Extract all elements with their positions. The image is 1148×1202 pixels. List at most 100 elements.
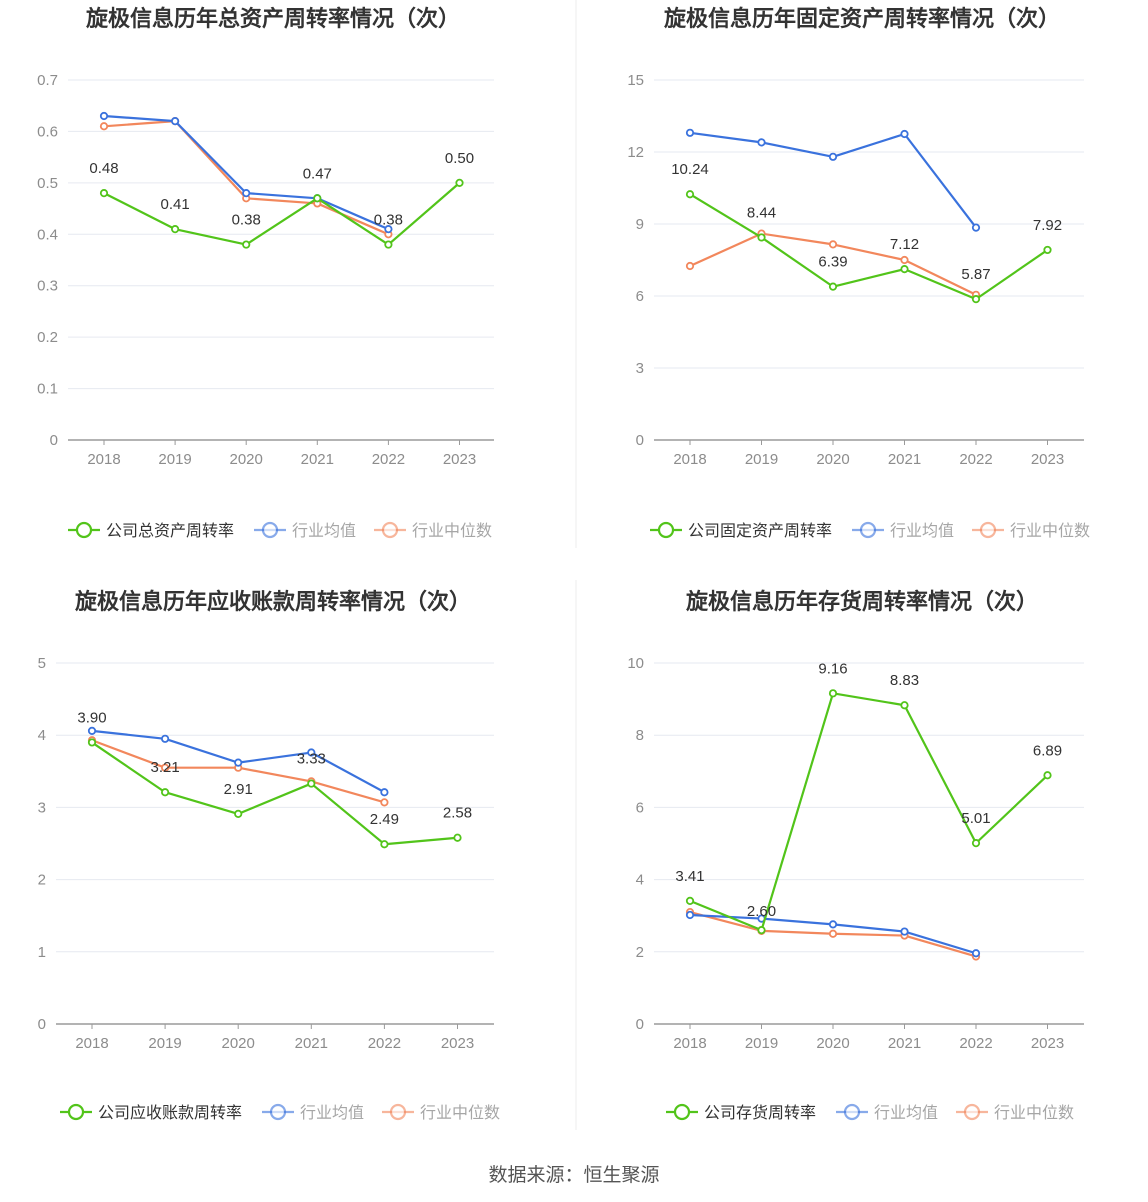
- data-point-company: [171, 225, 180, 234]
- data-point-company: [455, 178, 464, 187]
- data-label: 2.91: [224, 781, 253, 798]
- data-point-company: [87, 738, 97, 747]
- data-label: 2.49: [370, 811, 399, 828]
- chart-title: 旋极信息历年存货周转率情况（次）: [686, 589, 1038, 614]
- data-label: 8.44: [747, 204, 776, 221]
- data-point-industry_avg: [685, 910, 695, 920]
- x-tick-label: 2020: [816, 451, 849, 468]
- legend-marker: [75, 521, 93, 539]
- data-point-company: [971, 295, 981, 304]
- x-tick-label: 2021: [301, 451, 334, 468]
- legend-item-industry_median: 行业中位数: [382, 1103, 500, 1122]
- legend-label: 行业均值: [300, 1104, 364, 1122]
- data-point-industry_avg: [685, 128, 695, 137]
- data-label: 9.16: [818, 660, 847, 677]
- data-point-industry_median: [380, 798, 389, 807]
- data-label: 3.90: [77, 709, 106, 726]
- legend-item-industry_avg: 行业均值: [852, 521, 954, 540]
- data-point-industry_median: [828, 929, 838, 938]
- legend-label: 行业中位数: [420, 1104, 500, 1122]
- y-tick-label: 3: [38, 799, 46, 816]
- y-tick-label: 0.1: [37, 381, 58, 398]
- legend-marker: [963, 1103, 981, 1121]
- y-tick-label: 0.5: [37, 175, 58, 192]
- x-tick-label: 2020: [222, 1035, 255, 1052]
- data-point-company: [313, 194, 322, 203]
- x-tick-label: 2023: [1031, 451, 1064, 468]
- data-label: 5.01: [961, 810, 990, 827]
- data-point-industry_avg: [757, 138, 766, 147]
- data-point-industry_avg: [828, 152, 838, 161]
- data-point-company: [900, 701, 909, 710]
- y-tick-label: 1: [38, 944, 46, 961]
- legend-item-industry_avg: 行业均值: [262, 1103, 364, 1122]
- data-label: 0.50: [445, 150, 474, 167]
- x-tick-label: 2019: [745, 451, 778, 468]
- x-tick-label: 2018: [87, 451, 120, 468]
- y-tick-label: 12: [627, 144, 644, 161]
- legend-item-industry_median: 行业中位数: [956, 1103, 1074, 1122]
- x-tick-label: 2019: [158, 451, 191, 468]
- data-point-industry_avg: [971, 949, 981, 958]
- y-tick-label: 2: [636, 944, 644, 961]
- data-label: 2.58: [443, 805, 472, 822]
- chart-panel-1: 旋极信息历年总资产周转率情况（次） 0 0.1 0.2 0.3 0.4 0.5 0.6 0.7 2…: [37, 6, 494, 540]
- x-tick-label: 2019: [148, 1035, 181, 1052]
- y-tick-label: 0: [636, 1016, 644, 1033]
- x-tick-label: 2018: [673, 1035, 706, 1052]
- x-tick-label: 2018: [75, 1035, 108, 1052]
- y-tick-label: 9: [636, 216, 644, 233]
- data-point-industry_avg: [234, 758, 243, 767]
- data-point-company: [685, 896, 695, 905]
- data-label: 3.41: [675, 868, 704, 885]
- chart-panel-3: 旋极信息历年应收账款周转率情况（次） 0 1 2 3 4 5 2018 2019 2020 2021…: [38, 589, 500, 1122]
- data-point-industry_avg: [971, 223, 981, 232]
- legend-marker: [979, 521, 997, 539]
- legend-item-industry_median: 行业中位数: [972, 521, 1090, 540]
- data-point-industry_median: [828, 240, 838, 249]
- data-point-company: [971, 839, 981, 848]
- y-tick-label: 5: [38, 655, 46, 672]
- data-label: 2.60: [747, 903, 776, 920]
- legend-label: 行业中位数: [1010, 522, 1090, 540]
- data-label: 0.38: [232, 212, 261, 229]
- data-label: 10.24: [671, 161, 709, 178]
- chart-title: 旋极信息历年总资产周转率情况（次）: [86, 6, 460, 31]
- data-point-company: [900, 265, 909, 274]
- data-point-company: [828, 282, 838, 291]
- legend-marker: [843, 1103, 861, 1121]
- y-tick-label: 6: [636, 288, 644, 305]
- data-point-company: [828, 689, 838, 698]
- data-point-industry_avg: [87, 726, 97, 735]
- data-point-company: [161, 788, 170, 797]
- legend-item-industry_median: 行业中位数: [374, 521, 492, 540]
- x-tick-label: 2021: [888, 451, 921, 468]
- data-point-company: [384, 240, 393, 249]
- data-label: 8.83: [890, 672, 919, 689]
- data-point-company: [757, 233, 766, 242]
- data-point-company: [453, 833, 462, 842]
- data-point-company: [99, 189, 109, 198]
- y-tick-label: 4: [38, 727, 46, 744]
- data-point-industry_avg: [380, 788, 389, 797]
- data-point-company: [757, 926, 766, 935]
- series-line-company: [689, 193, 1049, 301]
- legend-label: 公司总资产周转率: [106, 522, 234, 540]
- legend-label: 公司固定资产周转率: [688, 522, 832, 540]
- y-tick-label: 0.2: [37, 329, 58, 346]
- legend-item-industry_avg: 行业均值: [254, 521, 356, 540]
- y-tick-label: 0.4: [37, 226, 58, 243]
- data-label: 0.47: [303, 165, 332, 182]
- data-label: 6.89: [1033, 742, 1062, 759]
- data-label: 5.87: [961, 266, 990, 283]
- data-point-industry_avg: [384, 225, 393, 234]
- x-tick-label: 2020: [816, 1035, 849, 1052]
- data-label: 0.38: [374, 212, 403, 229]
- data-point-industry_avg: [307, 748, 316, 757]
- legend-label: 公司存货周转率: [704, 1104, 816, 1122]
- legend-item-company: 公司固定资产周转率: [650, 521, 832, 540]
- series-line-industry_avg: [689, 131, 977, 229]
- x-tick-label: 2023: [1031, 1035, 1064, 1052]
- x-tick-label: 2023: [441, 1035, 474, 1052]
- legend-marker: [859, 521, 877, 539]
